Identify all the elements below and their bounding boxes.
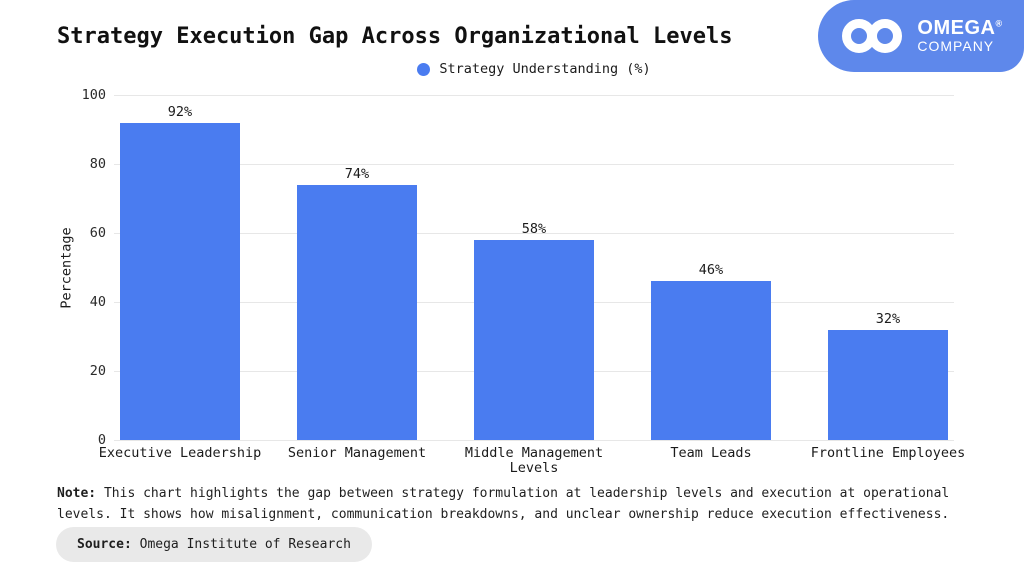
x-tick-label: Executive Leadership xyxy=(98,445,262,461)
bar xyxy=(651,281,771,440)
legend-label: Strategy Understanding (%) xyxy=(439,61,651,77)
bar-value-label: 58% xyxy=(521,220,547,237)
brand-logo: OMEGA® COMPANY xyxy=(818,0,1024,72)
source-badge: Source: Omega Institute of Research xyxy=(56,527,372,562)
bar xyxy=(474,239,594,440)
x-axis-title: Levels xyxy=(509,460,559,476)
bar xyxy=(828,329,948,440)
note: Note: This chart highlights the gap betw… xyxy=(57,483,1007,525)
bar-value-label: 92% xyxy=(167,103,193,120)
y-tick-label: 0 xyxy=(97,432,106,448)
gridline xyxy=(114,95,954,96)
legend-dot xyxy=(417,62,431,76)
bar-value-label: 74% xyxy=(344,165,370,182)
legend: Strategy Understanding (%) xyxy=(114,61,954,77)
bar xyxy=(297,184,417,440)
bar-value-label: 46% xyxy=(698,262,724,279)
x-tick-label: Senior Management xyxy=(287,445,427,461)
brand-wordmark: OMEGA® COMPANY xyxy=(917,18,1002,54)
bar-value-label: 32% xyxy=(875,310,901,327)
note-label: Note: xyxy=(57,486,97,501)
gridline xyxy=(114,233,954,234)
y-axis-title: Percentage xyxy=(59,226,75,309)
y-tick-label: 40 xyxy=(89,294,106,310)
chart-title: Strategy Execution Gap Across Organizati… xyxy=(57,24,733,49)
y-tick-label: 100 xyxy=(81,87,106,103)
x-tick-label: Frontline Employees xyxy=(810,445,966,461)
infinity-icon xyxy=(839,17,907,55)
y-tick-label: 60 xyxy=(89,225,106,241)
registered-mark: ® xyxy=(995,18,1003,29)
note-text: This chart highlights the gap between st… xyxy=(57,486,950,522)
y-tick-label: 20 xyxy=(89,363,106,379)
brand-name: OMEGA® xyxy=(917,17,1003,40)
source-text: Omega Institute of Research xyxy=(131,537,351,552)
brand-company: COMPANY xyxy=(917,38,995,55)
x-tick-label: Team Leads xyxy=(670,445,752,461)
source-label: Source: xyxy=(77,537,132,552)
bar xyxy=(120,122,240,440)
gridline xyxy=(114,440,954,441)
gridline xyxy=(114,164,954,165)
x-tick-label: Middle Management xyxy=(464,445,604,461)
y-tick-label: 80 xyxy=(89,156,106,172)
